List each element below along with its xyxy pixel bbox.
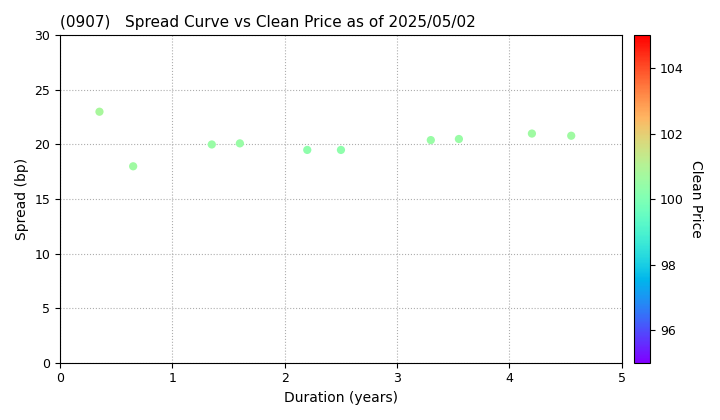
Point: [127, 163, 139, 170]
Point: [425, 137, 436, 144]
Point: [234, 140, 246, 147]
Y-axis label: Clean Price: Clean Price: [689, 160, 703, 238]
Point: [336, 147, 347, 153]
Point: [565, 132, 577, 139]
X-axis label: Duration (years): Duration (years): [284, 391, 398, 405]
Point: [453, 136, 464, 142]
Text: (0907)   Spread Curve vs Clean Price as of 2025/05/02: (0907) Spread Curve vs Clean Price as of…: [60, 15, 476, 30]
Point: [206, 141, 217, 148]
Point: [526, 130, 538, 137]
Point: [302, 147, 313, 153]
Point: [94, 108, 105, 115]
Y-axis label: Spread (bp): Spread (bp): [15, 158, 29, 240]
